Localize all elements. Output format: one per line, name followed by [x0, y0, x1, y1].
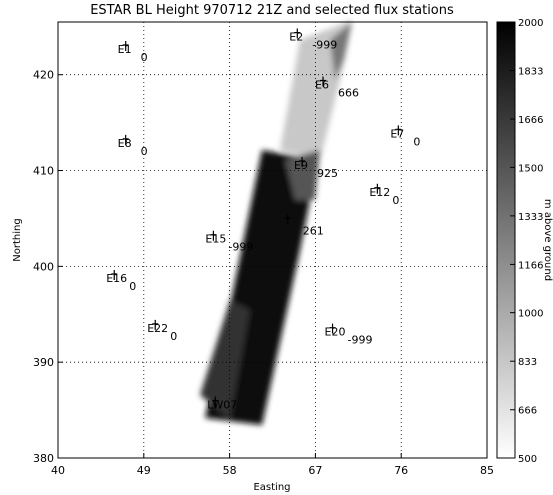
y-tick-label: 380: [33, 452, 54, 465]
station-name: LW07: [207, 399, 237, 412]
y-axis-label: Northing: [12, 218, 23, 261]
station-marker: [122, 40, 129, 51]
y-tick-label: 390: [33, 356, 54, 369]
station-marker: [212, 396, 219, 407]
colorbar-tick-label: 1666: [518, 115, 543, 126]
station-value: 0: [141, 145, 148, 158]
station-value: 0: [170, 330, 177, 343]
colorbar-tick-label: 1333: [518, 212, 543, 223]
colorbar: [496, 21, 516, 459]
station-name: E12: [369, 186, 390, 199]
station-marker: [111, 270, 118, 281]
plot-frame: [57, 21, 488, 459]
station-name: E6: [315, 78, 329, 91]
station-marker: [294, 28, 301, 39]
x-tick-label: 49: [137, 464, 151, 477]
station-name: E15: [205, 233, 226, 246]
station-name: E9: [294, 159, 308, 172]
y-tick-label: 410: [33, 165, 54, 178]
station-value: 261: [303, 224, 324, 237]
station-name: E8: [118, 137, 132, 150]
colorbar-tick-label: 1166: [518, 260, 543, 271]
station-value: -999: [312, 39, 337, 52]
station-marker: [374, 183, 381, 194]
x-tick-label: 58: [223, 464, 237, 477]
station-marker: [329, 323, 336, 334]
station-value: 0: [129, 280, 136, 293]
station-marker: [395, 125, 402, 136]
height-image: [200, 20, 352, 425]
x-axis-label: Easting: [253, 482, 290, 493]
chart-title: ESTAR BL Height 970712 21Z and selected …: [90, 3, 454, 18]
station-value: 0: [413, 135, 420, 148]
station-value: 0: [141, 51, 148, 64]
station-marker: [299, 156, 306, 167]
y-tick-label: 420: [33, 69, 54, 82]
colorbar-tick-label: 1500: [518, 163, 543, 174]
colorbar-tick-label: 1833: [518, 67, 543, 78]
station-name: E2: [289, 31, 303, 44]
colorbar-tick-label: 666: [518, 406, 537, 417]
station-name: E20: [325, 326, 346, 339]
station-value: 0: [392, 194, 399, 207]
station-marker: [284, 214, 291, 225]
colorbar-tick-label: 833: [518, 357, 537, 368]
station-marker: [122, 134, 129, 145]
colorbar-tick-label: 2000: [518, 18, 543, 29]
station-name: E7: [390, 127, 404, 140]
x-tick-label: 85: [480, 464, 494, 477]
station-marker: [152, 319, 159, 330]
station-value: -999: [348, 334, 373, 347]
station-marker: [210, 230, 217, 241]
y-tick-label: 400: [33, 260, 54, 273]
station-name: E16: [106, 272, 127, 285]
station-value: -999: [228, 241, 253, 254]
station-marker: [320, 76, 327, 87]
station-name: E1: [118, 43, 132, 56]
station-name: E22: [147, 322, 168, 335]
station-value: 666: [338, 86, 359, 99]
station-value: 925: [317, 167, 338, 180]
x-tick-label: 76: [394, 464, 408, 477]
colorbar-label: m above ground: [542, 199, 553, 281]
colorbar-tick-label: 1000: [518, 309, 543, 320]
x-tick-label: 40: [51, 464, 65, 477]
x-tick-label: 67: [308, 464, 322, 477]
colorbar-tick-label: 500: [518, 454, 537, 465]
